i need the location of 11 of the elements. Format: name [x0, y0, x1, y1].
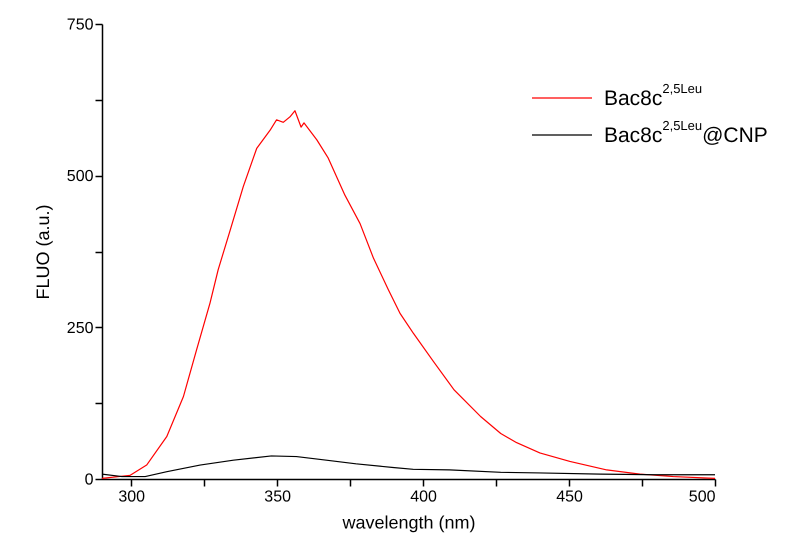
- y-tick-label: 0: [84, 472, 94, 488]
- x-tick-label: 300: [118, 488, 146, 506]
- y-tick-label: 500: [66, 168, 94, 186]
- x-tick-label: 450: [556, 488, 583, 506]
- y-tick-label: 250: [66, 320, 94, 337]
- x-tick-label: 400: [410, 488, 438, 506]
- x-axis-title: wavelength (nm): [341, 512, 476, 532]
- x-tick-label: 350: [264, 488, 292, 506]
- y-axis-title: FLUO (a.u.): [32, 204, 53, 300]
- y-tick-label: 750: [66, 16, 94, 34]
- x-tick-label: 500: [688, 488, 716, 506]
